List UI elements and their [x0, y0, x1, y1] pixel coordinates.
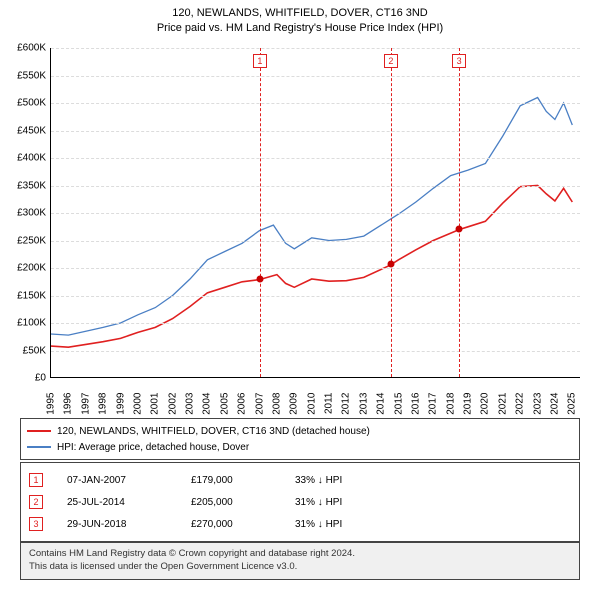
title-block: 120, NEWLANDS, WHITFIELD, DOVER, CT16 3N…	[0, 0, 600, 37]
footer-box: Contains HM Land Registry data © Crown c…	[20, 542, 580, 580]
y-tick-label: £200K	[6, 263, 46, 274]
event-diff: 33% ↓ HPI	[295, 475, 395, 486]
chart-container: 120, NEWLANDS, WHITFIELD, DOVER, CT16 3N…	[0, 0, 600, 590]
legend-row-property: 120, NEWLANDS, WHITFIELD, DOVER, CT16 3N…	[27, 423, 573, 439]
event-num-box: 3	[29, 517, 43, 531]
chart-plot-area: £0£50K£100K£150K£200K£250K£300K£350K£400…	[50, 48, 580, 378]
y-tick-label: £150K	[6, 290, 46, 301]
event-dot	[387, 261, 394, 268]
gridline-h	[51, 323, 580, 324]
event-price: £205,000	[191, 497, 271, 508]
y-tick-label: £600K	[6, 43, 46, 54]
legend-box: 120, NEWLANDS, WHITFIELD, DOVER, CT16 3N…	[20, 418, 580, 460]
gridline-h	[51, 103, 580, 104]
footer-line-1: Contains HM Land Registry data © Crown c…	[29, 548, 571, 561]
y-tick-label: £50K	[6, 345, 46, 356]
event-line	[391, 48, 392, 377]
event-date: 07-JAN-2007	[67, 475, 167, 486]
series-line-hpi	[51, 98, 572, 336]
event-line	[260, 48, 261, 377]
legend-label-hpi: HPI: Average price, detached house, Dove…	[57, 442, 249, 453]
y-tick-label: £550K	[6, 70, 46, 81]
y-tick-label: £450K	[6, 125, 46, 136]
gridline-h	[51, 351, 580, 352]
event-price: £179,000	[191, 475, 271, 486]
gridline-h	[51, 158, 580, 159]
legend-swatch-property	[27, 430, 51, 432]
event-num-box: 1	[29, 473, 43, 487]
title-line-1: 120, NEWLANDS, WHITFIELD, DOVER, CT16 3N…	[0, 6, 600, 21]
y-tick-label: £300K	[6, 208, 46, 219]
event-table-row: 3 29-JUN-2018 £270,000 31% ↓ HPI	[29, 513, 571, 535]
event-table-row: 1 07-JAN-2007 £179,000 33% ↓ HPI	[29, 469, 571, 491]
y-tick-label: £500K	[6, 98, 46, 109]
event-table-row: 2 25-JUL-2014 £205,000 31% ↓ HPI	[29, 491, 571, 513]
event-diff: 31% ↓ HPI	[295, 519, 395, 530]
gridline-h	[51, 76, 580, 77]
events-table: 1 07-JAN-2007 £179,000 33% ↓ HPI 2 25-JUL-201…	[20, 462, 580, 542]
event-date: 29-JUN-2018	[67, 519, 167, 530]
gridline-h	[51, 131, 580, 132]
legend-swatch-hpi	[27, 446, 51, 448]
y-tick-label: £350K	[6, 180, 46, 191]
y-tick-label: £250K	[6, 235, 46, 246]
y-tick-label: £100K	[6, 318, 46, 329]
event-marker-box: 3	[452, 54, 466, 68]
gridline-h	[51, 268, 580, 269]
event-price: £270,000	[191, 519, 271, 530]
gridline-h	[51, 296, 580, 297]
footer-line-2: This data is licensed under the Open Gov…	[29, 561, 571, 574]
y-tick-label: £400K	[6, 153, 46, 164]
event-marker-box: 2	[384, 54, 398, 68]
gridline-h	[51, 213, 580, 214]
event-dot	[256, 275, 263, 282]
legend-row-hpi: HPI: Average price, detached house, Dove…	[27, 439, 573, 455]
gridline-h	[51, 186, 580, 187]
gridline-h	[51, 241, 580, 242]
event-marker-box: 1	[253, 54, 267, 68]
event-date: 25-JUL-2014	[67, 497, 167, 508]
y-tick-label: £0	[6, 373, 46, 384]
legend-label-property: 120, NEWLANDS, WHITFIELD, DOVER, CT16 3N…	[57, 426, 370, 437]
gridline-h	[51, 48, 580, 49]
event-diff: 31% ↓ HPI	[295, 497, 395, 508]
title-line-2: Price paid vs. HM Land Registry's House …	[0, 21, 600, 36]
event-dot	[456, 225, 463, 232]
event-num-box: 2	[29, 495, 43, 509]
event-line	[459, 48, 460, 377]
